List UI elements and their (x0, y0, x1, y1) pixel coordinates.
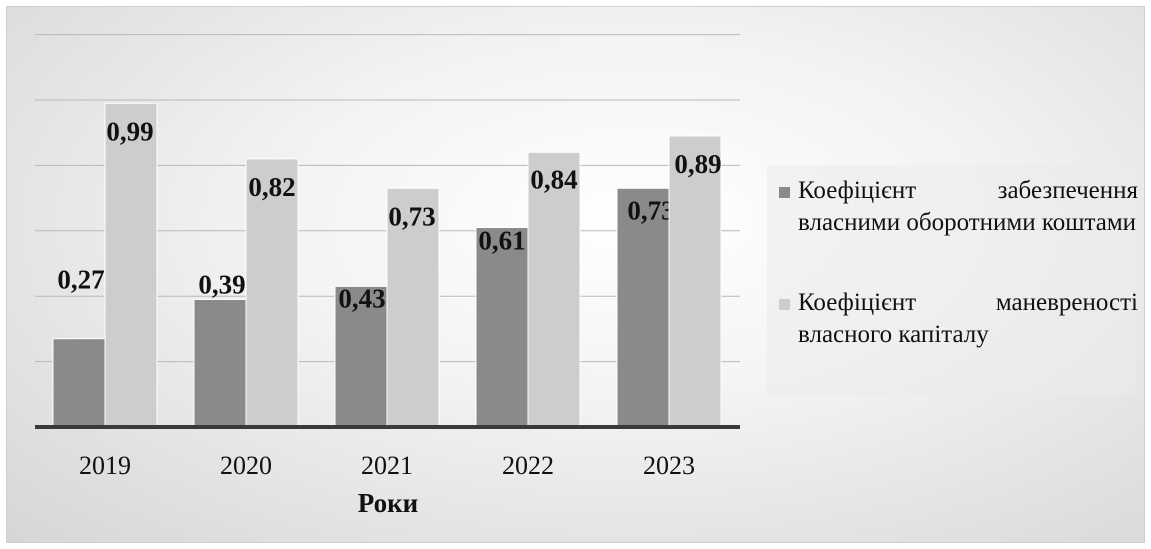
data-label: 0,61 (478, 226, 525, 256)
bar (527, 151, 581, 428)
x-tick-label: 2020 (220, 451, 272, 480)
legend-item-series-1: Коефіцієнт забезпечення власними оборотн… (779, 175, 1138, 239)
data-label: 0,84 (530, 164, 577, 194)
bar (104, 102, 158, 428)
data-label: 0,39 (198, 269, 245, 299)
x-tick-label: 2022 (502, 451, 554, 480)
data-label: 0,73 (388, 201, 435, 231)
data-label: 0,89 (674, 149, 721, 179)
data-label: 0,82 (248, 172, 295, 202)
bar (386, 187, 440, 428)
data-label: 0,27 (57, 265, 104, 295)
legend-item-series-2: Коефіцієнт маневреності власного капітал… (779, 287, 1138, 351)
data-label: 0,43 (338, 283, 385, 313)
bar (668, 135, 722, 428)
bar (616, 187, 670, 428)
x-tick-label: 2023 (643, 451, 695, 480)
legend: Коефіцієнт забезпечення власними оборотн… (767, 165, 1138, 395)
data-label: 0,99 (106, 116, 153, 146)
x-tick-label: 2019 (79, 451, 131, 480)
legend-swatch-series-1 (779, 187, 790, 198)
bar (475, 227, 529, 428)
bar (245, 158, 299, 428)
legend-label-series-1: Коефіцієнт забезпечення власними оборотн… (798, 177, 1138, 236)
x-axis-title: Роки (358, 488, 418, 518)
legend-swatch-series-2 (779, 299, 790, 310)
bar (52, 338, 106, 428)
x-tick-label: 2021 (361, 451, 413, 480)
bar (334, 285, 388, 428)
data-label: 0,73 (627, 195, 674, 225)
bar (193, 298, 247, 428)
legend-label-series-2: Коефіцієнт маневреності власного капітал… (798, 289, 1138, 348)
